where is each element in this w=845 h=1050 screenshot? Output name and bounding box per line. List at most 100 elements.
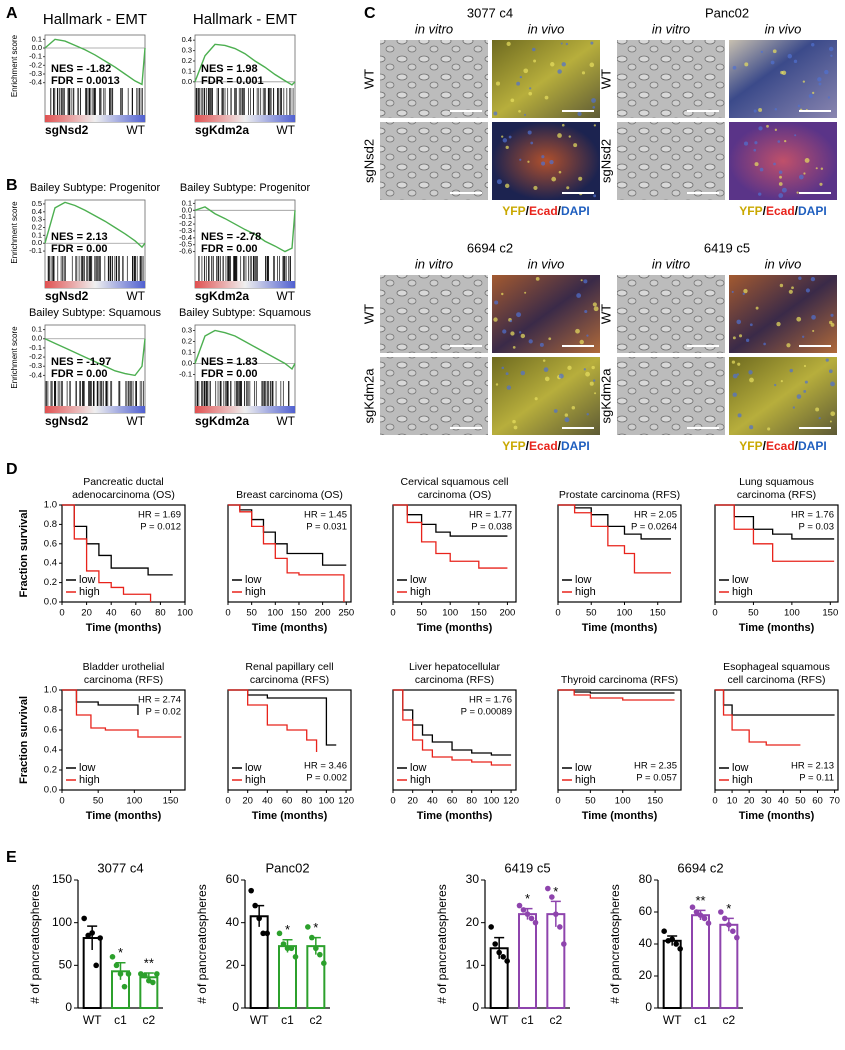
y-tick-label: 0.8 (44, 705, 57, 716)
stain-part: YFP (739, 204, 762, 218)
texture (793, 59, 798, 63)
survival-curve (558, 689, 675, 701)
texture (541, 161, 546, 166)
rank-strip (45, 281, 145, 288)
x-tick-label: 30 (761, 796, 772, 807)
data-point (276, 930, 283, 937)
x-tick-label: 0 (712, 608, 717, 619)
y-tick-label: 0 (232, 1000, 239, 1014)
x-tick-label: 60 (447, 796, 458, 807)
texture (829, 420, 832, 423)
y-tick-label: 0 (645, 1000, 652, 1014)
texture (796, 394, 802, 399)
texture (495, 81, 501, 86)
texture (505, 372, 509, 376)
texture (825, 358, 829, 362)
stat-annotation: HR = 2.35 (634, 761, 677, 772)
data-point (697, 912, 704, 918)
data-point (500, 954, 506, 960)
texture (770, 60, 775, 65)
x-axis-label: Time (months) (86, 810, 162, 822)
y-tick-label: 0.6 (44, 538, 57, 549)
survival-curve (558, 504, 672, 574)
texture (529, 87, 532, 90)
rank-strip (195, 281, 295, 288)
texture (583, 368, 587, 371)
plot-frame (61, 689, 186, 791)
data-point (81, 915, 87, 922)
texture (560, 42, 563, 45)
data-point (317, 951, 323, 958)
legend-label: high (410, 774, 431, 786)
texture (812, 329, 815, 333)
data-point (488, 924, 494, 930)
texture (565, 42, 569, 46)
texture (496, 179, 502, 185)
texture (780, 70, 784, 75)
plot-frame (714, 504, 839, 603)
texture (792, 406, 796, 409)
chart-title: Cervical squamous cell (401, 476, 509, 488)
legend-label: high (575, 586, 596, 598)
legend-label: high (732, 586, 753, 598)
data-point (705, 920, 712, 926)
x-tick-label: 0 (712, 796, 717, 807)
texture (749, 425, 754, 430)
data-point (496, 949, 502, 956)
group-label: WT (276, 289, 295, 303)
stain-part: / (763, 439, 767, 453)
chart-title: Renal papillary cell (245, 661, 333, 673)
texture (788, 289, 793, 294)
texture (767, 427, 771, 431)
texture (830, 411, 836, 417)
data-point (718, 909, 724, 915)
texture (544, 376, 550, 382)
texture (589, 381, 594, 386)
texture (592, 105, 596, 109)
data-point (121, 983, 128, 990)
group-label: WT (126, 414, 145, 428)
stat-annotation: HR = 3.46 (304, 761, 347, 772)
x-tick-label: 100 (267, 608, 283, 619)
texture (548, 337, 552, 341)
x-axis-label: Time (months) (582, 622, 658, 634)
x-tick-label: 80 (466, 796, 477, 807)
stain-legend: YFP/Ecad/DAPI (739, 204, 826, 218)
group-title: 3077 c4 (467, 5, 513, 20)
stat-annotation: FDR = 0.00 (201, 368, 258, 380)
y-tick-label: 0.4 (32, 207, 42, 216)
x-tick-label: 0 (555, 796, 560, 807)
x-tick-label: 100 (126, 796, 142, 807)
x-tick-label: 40 (262, 796, 273, 807)
y-tick-label: 0.5 (32, 199, 42, 208)
data-point (528, 915, 535, 922)
y-tick-label: 0.0 (44, 597, 57, 608)
error-bar (494, 936, 505, 959)
x-tick-label: 40 (427, 796, 438, 807)
legend-label: high (245, 774, 266, 786)
y-tick-label: 60 (639, 904, 653, 918)
data-point (722, 915, 728, 922)
chart-title: Bailey Subtype: Progenitor (180, 182, 311, 194)
texture (567, 365, 572, 370)
texture (758, 192, 762, 196)
x-tick-label: 100 (615, 796, 631, 807)
texture (564, 413, 569, 417)
texture (530, 141, 534, 145)
texture (781, 187, 787, 193)
texture (561, 123, 565, 127)
texture (743, 288, 748, 294)
y-tick-label: 0.1 (182, 347, 192, 356)
texture (778, 170, 783, 175)
y-tick-label: -0.5 (179, 240, 192, 249)
y-tick-label: 0.3 (182, 46, 192, 55)
x-tick-label: 120 (338, 796, 354, 807)
y-tick-label: -0.1 (29, 246, 42, 255)
chart-title: Esophageal squamous (723, 661, 830, 673)
texture (575, 328, 580, 334)
chart-title: adenocarcinoma (OS) (72, 489, 175, 501)
stat-annotation: P = 0.00089 (461, 707, 512, 718)
texture (592, 302, 597, 307)
texture (519, 158, 522, 161)
stat-annotation: FDR = 0.00 (201, 243, 258, 255)
